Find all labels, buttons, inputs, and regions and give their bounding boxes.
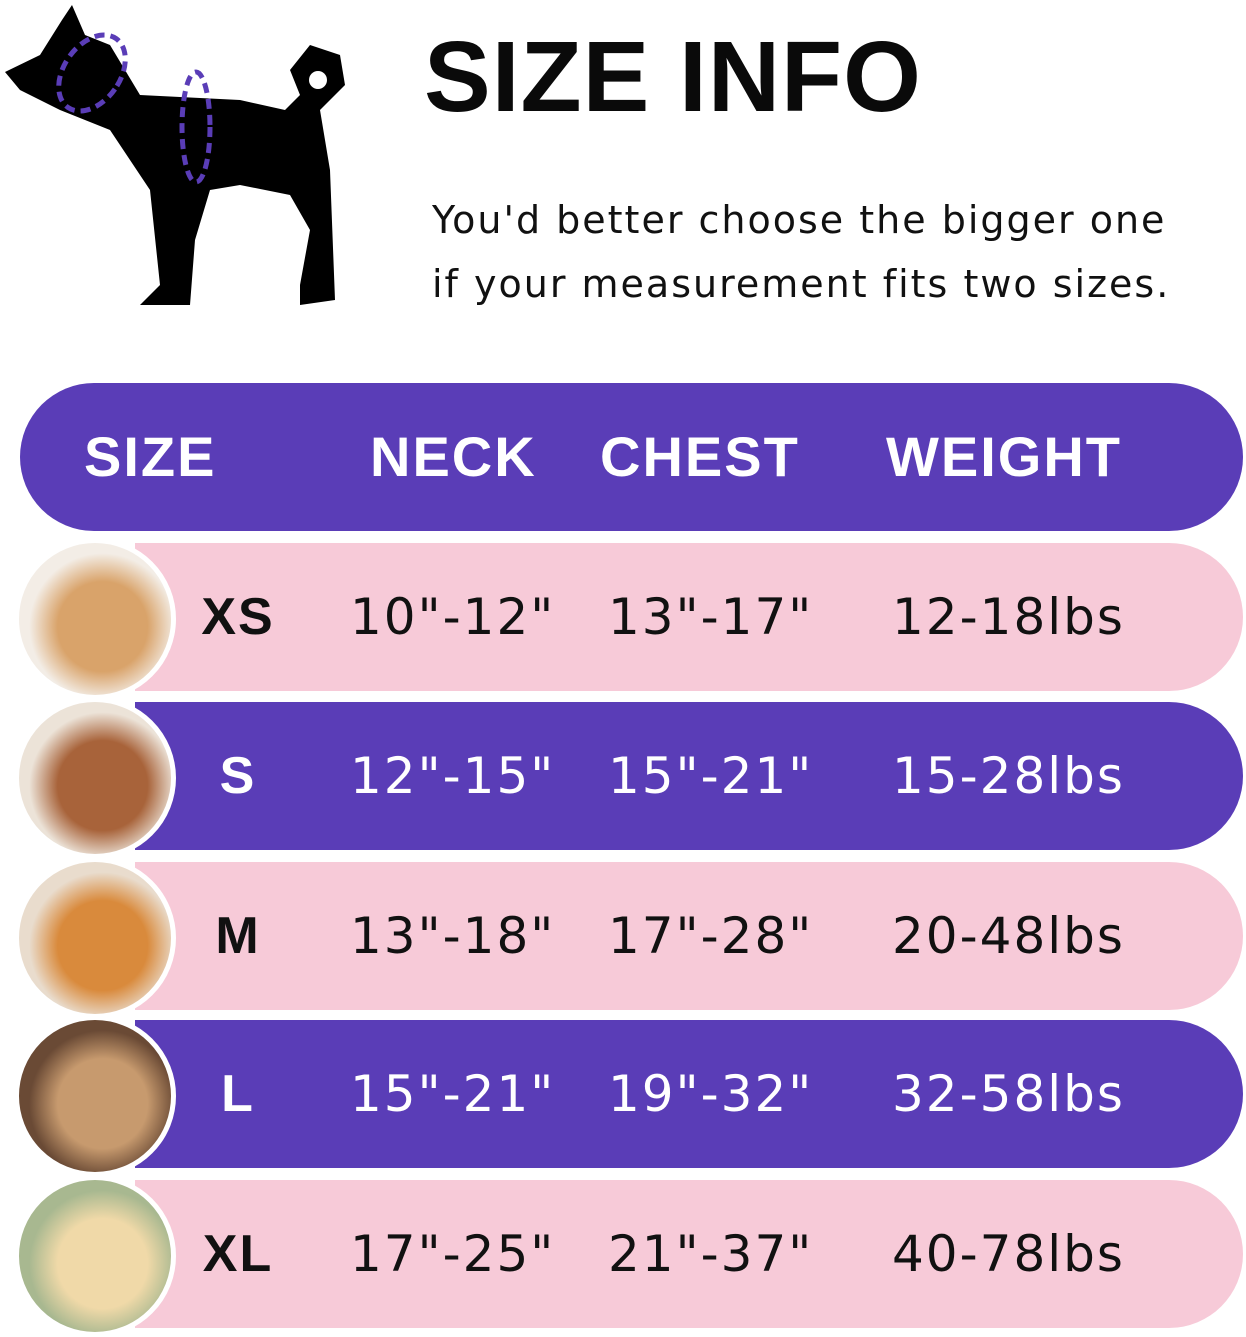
neck-cell: 12"-15" xyxy=(350,747,556,805)
dog-measurement-icon xyxy=(5,5,345,305)
chest-cell: 15"-21" xyxy=(608,747,814,805)
size-advice-line-2: if your measurement fits two sizes. xyxy=(432,262,1171,306)
neck-cell: 13"-18" xyxy=(350,907,556,965)
size-cell: L xyxy=(221,1065,255,1123)
weight-cell: 15-28lbs xyxy=(892,747,1125,805)
header-chest: CHEST xyxy=(600,425,800,488)
table-row: L 15"-21" 19"-32" 32-58lbs xyxy=(0,1015,1246,1177)
neck-cell: 10"-12" xyxy=(350,588,556,646)
dog-photo-shiba-inu xyxy=(14,857,176,1019)
row-band: XS 10"-12" 13"-17" 12-18lbs xyxy=(135,543,1243,691)
chest-cell: 19"-32" xyxy=(608,1065,814,1123)
size-cell: S xyxy=(219,747,257,805)
table-row: XS 10"-12" 13"-17" 12-18lbs xyxy=(0,538,1246,700)
chest-cell: 17"-28" xyxy=(608,907,814,965)
weight-cell: 40-78lbs xyxy=(892,1225,1125,1283)
size-cell: XS xyxy=(201,588,275,646)
table-header: SIZE NECK CHEST WEIGHT xyxy=(20,383,1243,531)
dog-photo-french-bulldog xyxy=(14,1015,176,1177)
row-band: L 15"-21" 19"-32" 32-58lbs xyxy=(135,1020,1243,1168)
table-row: M 13"-18" 17"-28" 20-48lbs xyxy=(0,857,1246,1019)
row-band: S 12"-15" 15"-21" 15-28lbs xyxy=(135,702,1243,850)
dog-photo-pomeranian xyxy=(14,538,176,700)
chest-cell: 21"-37" xyxy=(608,1225,814,1283)
size-cell: M xyxy=(215,907,261,965)
header-neck: NECK xyxy=(370,425,537,488)
page-title: SIZE INFO xyxy=(424,21,922,133)
weight-cell: 12-18lbs xyxy=(892,588,1125,646)
size-cell: XL xyxy=(202,1225,274,1283)
table-row: XL 17"-25" 21"-37" 40-78lbs xyxy=(0,1175,1246,1337)
weight-cell: 20-48lbs xyxy=(892,907,1125,965)
chest-cell: 13"-17" xyxy=(608,588,814,646)
row-band: XL 17"-25" 21"-37" 40-78lbs xyxy=(135,1180,1243,1328)
size-advice: You'd better choose the bigger one if yo… xyxy=(432,188,1170,316)
size-advice-line-1: You'd better choose the bigger one xyxy=(432,198,1167,242)
header-weight: WEIGHT xyxy=(886,425,1122,488)
dog-photo-poodle xyxy=(14,697,176,859)
row-band: M 13"-18" 17"-28" 20-48lbs xyxy=(135,862,1243,1010)
header-size: SIZE xyxy=(84,425,217,488)
weight-cell: 32-58lbs xyxy=(892,1065,1125,1123)
neck-cell: 17"-25" xyxy=(350,1225,556,1283)
neck-cell: 15"-21" xyxy=(350,1065,556,1123)
table-row: S 12"-15" 15"-21" 15-28lbs xyxy=(0,697,1246,859)
dog-photo-labrador xyxy=(14,1175,176,1337)
